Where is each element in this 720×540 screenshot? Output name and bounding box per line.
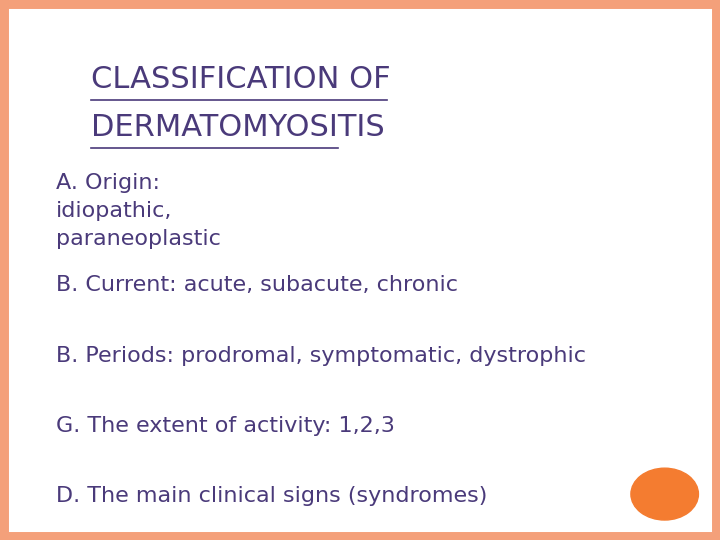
Text: D. The main clinical signs (syndromes): D. The main clinical signs (syndromes) xyxy=(56,486,487,506)
Text: B. Current: acute, subacute, chronic: B. Current: acute, subacute, chronic xyxy=(56,275,458,295)
Text: CLASSIFICATION OF: CLASSIFICATION OF xyxy=(91,65,391,94)
Circle shape xyxy=(631,468,698,520)
Text: G. The extent of activity: 1,2,3: G. The extent of activity: 1,2,3 xyxy=(56,416,395,436)
Text: A. Origin:
idiopathic,
paraneoplastic: A. Origin: idiopathic, paraneoplastic xyxy=(56,173,221,249)
Text: B. Periods: prodromal, symptomatic, dystrophic: B. Periods: prodromal, symptomatic, dyst… xyxy=(56,346,586,366)
Text: DERMATOMYOSITIS: DERMATOMYOSITIS xyxy=(91,113,385,143)
